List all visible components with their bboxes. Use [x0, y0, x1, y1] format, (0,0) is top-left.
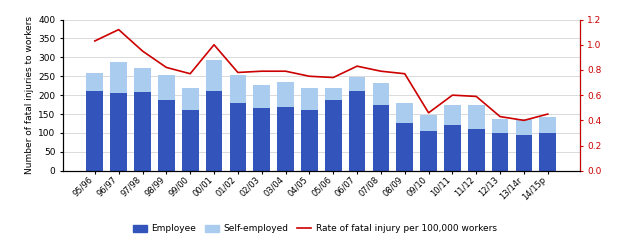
Rate of fatal injury per 100,000 workers	[234, 71, 242, 74]
Bar	[205, 91, 222, 171]
Bar	[301, 88, 318, 110]
Bar	[253, 108, 270, 171]
Rate of fatal injury per 100,000 workers	[186, 72, 194, 75]
Bar	[110, 93, 127, 171]
Rate of fatal injury per 100,000 workers	[139, 50, 146, 52]
Rate of fatal injury per 100,000 workers	[91, 40, 99, 42]
Bar	[205, 60, 222, 91]
Bar	[325, 100, 341, 171]
Rate of fatal injury per 100,000 workers	[401, 72, 408, 75]
Rate of fatal injury per 100,000 workers	[425, 111, 432, 114]
Bar	[253, 85, 270, 108]
Bar	[539, 117, 556, 133]
Bar	[134, 68, 151, 92]
Bar	[134, 92, 151, 171]
Rate of fatal injury per 100,000 workers	[258, 70, 265, 73]
Bar	[515, 135, 532, 171]
Rate of fatal injury per 100,000 workers	[353, 65, 361, 68]
Bar	[229, 103, 246, 171]
Bar	[444, 105, 461, 125]
Bar	[277, 82, 294, 106]
Bar	[492, 133, 508, 171]
Bar	[420, 115, 437, 131]
Rate of fatal injury per 100,000 workers	[163, 66, 170, 69]
Y-axis label: Number of fatal injuries to workers: Number of fatal injuries to workers	[25, 16, 34, 174]
Bar	[229, 75, 246, 103]
Rate of fatal injury per 100,000 workers	[520, 119, 528, 122]
Bar	[492, 119, 508, 133]
Bar	[110, 62, 127, 93]
Rate of fatal injury per 100,000 workers	[306, 75, 313, 78]
Bar	[349, 77, 365, 91]
Rate of fatal injury per 100,000 workers	[282, 70, 289, 73]
Rate of fatal injury per 100,000 workers	[449, 94, 456, 97]
Rate of fatal injury per 100,000 workers	[329, 76, 337, 79]
Rate of fatal injury per 100,000 workers	[472, 95, 480, 98]
Bar	[372, 105, 389, 171]
Rate of fatal injury per 100,000 workers	[115, 28, 122, 31]
Bar	[182, 110, 198, 171]
Bar	[372, 83, 389, 105]
Bar	[396, 103, 413, 123]
Rate of fatal injury per 100,000 workers	[377, 70, 385, 73]
Bar	[325, 88, 341, 100]
Bar	[86, 91, 103, 171]
Bar	[182, 88, 198, 110]
Bar	[444, 125, 461, 171]
Bar	[539, 133, 556, 171]
Bar	[468, 105, 484, 129]
Bar	[515, 119, 532, 135]
Bar	[396, 123, 413, 171]
Bar	[277, 106, 294, 171]
Rate of fatal injury per 100,000 workers	[210, 43, 218, 46]
Bar	[301, 110, 318, 171]
Bar	[158, 75, 175, 101]
Rate of fatal injury per 100,000 workers	[496, 115, 504, 118]
Bar	[349, 91, 365, 171]
Rate of fatal injury per 100,000 workers	[544, 112, 551, 115]
Bar	[468, 129, 484, 171]
Bar	[420, 131, 437, 171]
Legend: Employee, Self-employed, Rate of fatal injury per 100,000 workers: Employee, Self-employed, Rate of fatal i…	[130, 221, 500, 237]
Bar	[158, 101, 175, 171]
Bar	[86, 73, 103, 91]
Line: Rate of fatal injury per 100,000 workers: Rate of fatal injury per 100,000 workers	[95, 30, 547, 120]
